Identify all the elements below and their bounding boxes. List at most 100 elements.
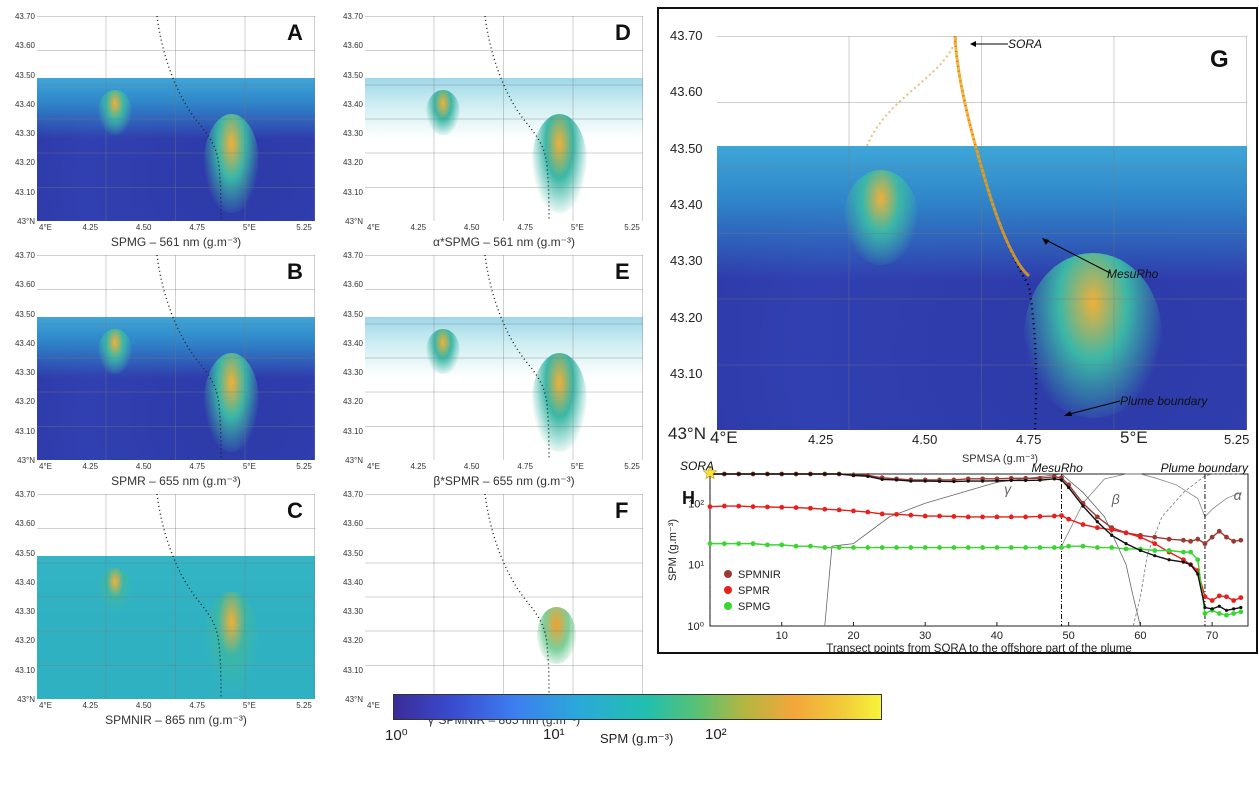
series-point-spmg (1008, 545, 1014, 550)
legend-marker (724, 570, 732, 578)
lon-tick: 5.25 (296, 701, 312, 710)
lat-tick: 43.70 (342, 490, 363, 499)
g-lat-tick: 43.40 (670, 196, 703, 212)
series-point-spmg (1238, 609, 1244, 615)
series-point-spmg (1188, 549, 1194, 555)
series-point-spmg (793, 543, 799, 549)
series-point-spmg (851, 545, 856, 550)
series-point-spmg (994, 545, 1000, 550)
lon-tick: 4.25 (82, 701, 99, 710)
series-point-spmr (1202, 594, 1208, 600)
series-point-spmg (750, 541, 756, 547)
colorbar-tick-2: 10² (705, 726, 727, 743)
series-point-combined (765, 472, 769, 476)
lat-tick: 43.50 (342, 548, 363, 558)
lon-tick: 4.25 (410, 223, 427, 232)
series-point-spmg (1181, 549, 1186, 555)
series-point-spmg (1152, 548, 1158, 553)
lat-origin: 43°N (345, 456, 363, 465)
series-point-spmg (822, 545, 828, 550)
lat-tick: 43.20 (14, 636, 35, 646)
series-point-combined (894, 478, 899, 482)
series-point-combined (823, 472, 827, 476)
series-point-spmg (1231, 611, 1237, 616)
panel-e-letter: E (615, 259, 630, 284)
series-point-combined (1224, 608, 1229, 612)
x-tick-label: 40 (991, 630, 1003, 642)
series-point-spmr (1209, 598, 1215, 603)
series-point-spmg (707, 541, 713, 547)
series-point-spmg (736, 541, 742, 547)
panel-g-letter: G (1210, 46, 1229, 73)
series-point-spmr (1008, 514, 1014, 520)
lat-tick: 43.40 (14, 99, 35, 109)
series-point-combined (1024, 478, 1028, 482)
lat-origin: 43°N (17, 695, 35, 704)
series-point-spmnir (1166, 536, 1172, 542)
lat-tick: 43.50 (342, 309, 363, 319)
colorbar-label: SPM (g.m⁻³) (600, 731, 674, 746)
g-lon-tick: 5°E (1120, 428, 1148, 447)
lat-tick: 43.70 (342, 251, 363, 260)
lat-tick: 43.40 (14, 577, 35, 587)
series-point-combined (1052, 477, 1056, 481)
series-point-spmg (1023, 545, 1029, 550)
lon-tick: 5.25 (624, 223, 640, 232)
g-lat-tick: 43.70 (670, 28, 703, 43)
series-point-spmg (779, 542, 785, 548)
series-point-spmr (1066, 516, 1072, 522)
series-point-combined (794, 472, 798, 476)
series-point-combined (866, 474, 870, 478)
panel-b-caption: SPMR – 655 nm (g.m⁻³) (111, 474, 241, 488)
legend-marker (724, 602, 732, 610)
g-lon-tick: 4.25 (808, 432, 834, 447)
lon-tick: 4.75 (189, 223, 205, 232)
lat-tick: 43.40 (342, 338, 363, 348)
colorbar-tick-1: 10¹ (543, 726, 565, 743)
g-lat-tick: 43.60 (670, 84, 703, 100)
series-point-spmr (1216, 593, 1222, 599)
series-point-spmg (1202, 611, 1208, 616)
panel-d-map (365, 16, 643, 221)
series-point-combined (837, 472, 841, 476)
lon-tick: 4.50 (135, 462, 152, 471)
lat-tick: 43.70 (14, 12, 35, 21)
top-label-mesurho: MesuRho (1031, 461, 1083, 475)
series-point-spmg (1224, 612, 1229, 618)
g-lon-tick: 4°E (710, 428, 738, 447)
lat-tick: 43.50 (14, 548, 35, 558)
series-point-combined (1232, 607, 1236, 611)
y-tick-label: 10¹ (688, 560, 704, 572)
series-point-spmg (1066, 543, 1072, 549)
series-point-combined (1059, 478, 1064, 482)
lon-tick: 4°E (39, 462, 52, 471)
series-point-spmr (937, 513, 942, 519)
top-label-plume: Plume boundary (1161, 461, 1249, 475)
lon-tick: 4.25 (410, 462, 427, 471)
lat-tick: 43.20 (14, 397, 35, 407)
series-point-spmr (1059, 513, 1064, 518)
series-point-combined (722, 472, 726, 476)
arrow-sora (970, 41, 1008, 47)
g-lat-tick: 43.50 (670, 140, 703, 156)
weight-curve-alpha (1132, 473, 1241, 627)
lon-tick: 5°E (242, 223, 256, 232)
lat-origin: 43°N (345, 695, 363, 704)
lon-tick: 4°E (367, 462, 380, 471)
series-point-spmg (1216, 611, 1222, 616)
lat-tick: 43.10 (342, 665, 363, 675)
series-point-spmg (1094, 545, 1100, 550)
lon-tick: 5°E (242, 701, 256, 710)
legend-label: SPMG (738, 601, 770, 613)
lon-tick: 4°E (39, 701, 52, 710)
lat-tick: 43.60 (342, 519, 363, 529)
series-point-combined (909, 479, 913, 483)
series-point-spmr (736, 503, 742, 509)
lat-tick: 43.50 (14, 70, 35, 80)
series-point-spmr (1238, 595, 1244, 601)
series-point-spmnir (1238, 537, 1244, 543)
series-point-spmr (779, 504, 785, 510)
series-point-spmr (764, 504, 770, 510)
series-point-combined (937, 479, 942, 483)
panel-g-map (717, 36, 1247, 430)
